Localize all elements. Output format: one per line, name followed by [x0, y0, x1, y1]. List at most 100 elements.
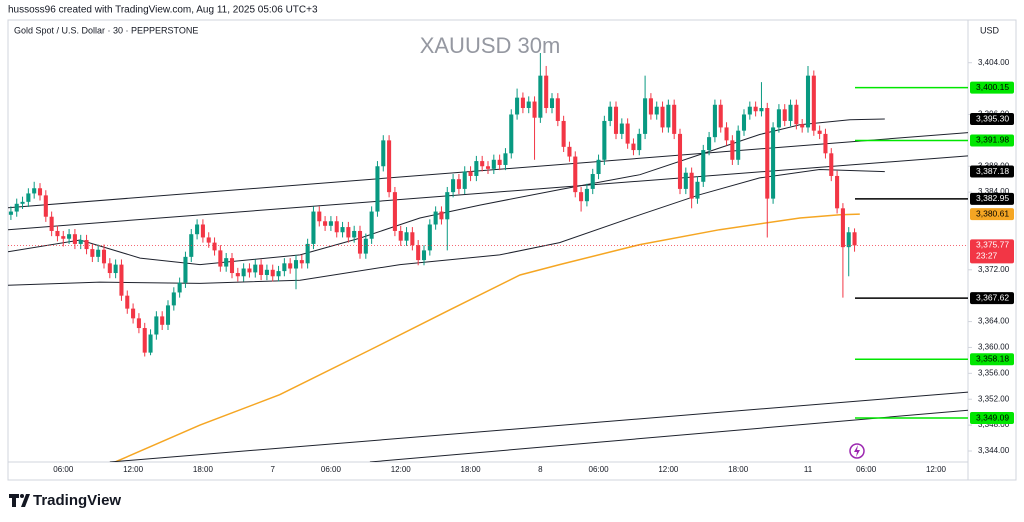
candle-body — [67, 234, 72, 239]
candle-body — [782, 109, 787, 121]
candle-body — [520, 97, 525, 109]
candle-body — [707, 137, 712, 151]
candle-body — [730, 140, 735, 160]
y-tick-label: 3,344.00 — [978, 446, 1010, 455]
candle-body — [695, 181, 700, 199]
indicator-line — [8, 118, 885, 266]
candle-body — [398, 230, 403, 241]
candle-body — [14, 203, 19, 212]
candle-body — [125, 295, 130, 309]
candle-body — [567, 146, 572, 157]
candle-body — [293, 260, 299, 269]
candle-body — [392, 192, 397, 231]
price-label-box — [970, 353, 1014, 366]
indicator-line — [8, 155, 968, 231]
candle-body — [596, 159, 601, 175]
candle-body — [206, 237, 211, 243]
candle-body — [288, 263, 293, 269]
candle-body — [37, 188, 43, 196]
y-tick-label: 3,384.00 — [978, 187, 1010, 196]
candle-body — [718, 104, 723, 128]
candle-body — [608, 106, 613, 121]
x-tick-label: 12:00 — [658, 465, 679, 474]
price-label: 3,391.98 — [976, 135, 1009, 145]
candle-body — [456, 179, 461, 189]
candle-body — [96, 249, 101, 257]
candle-body — [334, 221, 339, 233]
candle-body — [689, 172, 694, 199]
candle-body — [375, 166, 380, 212]
candle-body — [526, 101, 531, 109]
countdown: 23:27 — [976, 251, 998, 261]
candle-body — [229, 258, 235, 274]
candle-body — [49, 216, 54, 231]
price-label: 3,349.09 — [976, 412, 1009, 422]
candle-body — [561, 120, 566, 147]
candle-body — [835, 175, 840, 209]
y-tick-label: 3,348.00 — [978, 420, 1010, 429]
candle-body — [101, 249, 107, 264]
credit: hussoss96 created with TradingView.com, … — [8, 5, 318, 16]
candle-body — [387, 140, 392, 193]
candle-body — [776, 109, 781, 128]
price-label: 3,367.62 — [976, 292, 1009, 302]
candle-body — [666, 104, 671, 128]
logo: TradingView — [9, 492, 121, 509]
candle-body — [741, 114, 747, 131]
price-label-box — [970, 113, 1014, 126]
candle-body — [549, 98, 555, 109]
candle-body — [177, 282, 182, 293]
candle-body — [323, 221, 328, 226]
candle-body — [759, 108, 764, 112]
candle-body — [328, 221, 333, 226]
candle-body — [637, 133, 642, 151]
currency: USD — [980, 25, 1000, 35]
candle-body — [78, 240, 83, 244]
x-tick-label: 11 — [804, 465, 813, 474]
event-icon — [849, 443, 865, 459]
candle-body — [26, 193, 31, 202]
candle-body — [660, 106, 665, 128]
indicator-line — [114, 213, 860, 462]
candle-body — [701, 150, 706, 182]
candle-body — [90, 249, 95, 257]
candle-body — [532, 101, 537, 118]
price-label: 3,395.30 — [976, 113, 1009, 123]
price-label-box — [970, 239, 1014, 264]
candle-body — [712, 104, 717, 138]
indicator-line — [369, 409, 968, 462]
candle-body — [468, 171, 473, 176]
candle-body — [276, 271, 281, 277]
candle-body — [811, 75, 816, 131]
candle-body — [84, 240, 89, 250]
candle-body — [648, 98, 653, 115]
candle-body — [241, 268, 246, 277]
candle-body — [195, 224, 200, 235]
x-tick-label: 06:00 — [856, 465, 877, 474]
candle-body — [148, 334, 153, 353]
candle-body — [363, 238, 368, 254]
candle-body — [613, 106, 619, 134]
candle-body — [497, 159, 502, 165]
candle-body — [183, 256, 188, 283]
price-label-box — [970, 292, 1014, 305]
candle-body — [224, 258, 229, 267]
price-label: 3,358.18 — [976, 353, 1009, 363]
x-tick-label: 12:00 — [391, 465, 412, 474]
x-tick-label: 18:00 — [728, 465, 749, 474]
candle-body — [160, 316, 165, 325]
indicator-line — [8, 168, 885, 286]
candle-body — [683, 172, 688, 189]
price-label-box — [970, 208, 1014, 221]
y-tick-label: 3,352.00 — [978, 394, 1010, 403]
candle-body — [305, 243, 310, 264]
indicator-line — [109, 391, 968, 462]
candle-body — [555, 98, 560, 121]
x-tick-label: 06:00 — [589, 465, 610, 474]
x-tick-label: 06:00 — [53, 465, 74, 474]
candle-body — [515, 97, 520, 115]
candle-body — [131, 308, 136, 319]
candle-body — [485, 166, 491, 169]
candle-body — [381, 140, 386, 167]
price-label: 3,400.15 — [976, 82, 1009, 92]
